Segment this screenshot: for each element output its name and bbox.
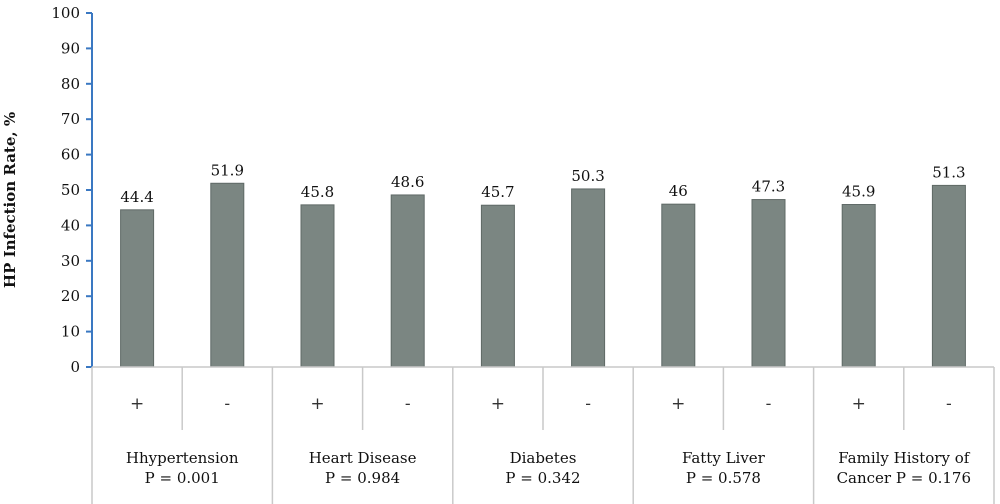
bar xyxy=(751,199,786,368)
bar xyxy=(120,209,155,368)
bar xyxy=(300,204,335,368)
bar xyxy=(841,204,876,368)
y-tick-label: 80 xyxy=(61,75,80,93)
bar xyxy=(480,204,515,368)
x-category-label: + xyxy=(671,394,685,414)
y-tick-label: 0 xyxy=(70,358,80,376)
x-category-label: + xyxy=(852,394,866,414)
bar xyxy=(931,184,966,368)
bar xyxy=(661,203,696,368)
y-tick-label: 70 xyxy=(61,110,80,128)
x-category-label: + xyxy=(491,394,505,414)
y-tick-label: 60 xyxy=(61,146,80,164)
x-category-label: + xyxy=(130,394,144,414)
bar-value-label: 51.9 xyxy=(211,161,244,179)
x-group-label: Heart Disease xyxy=(309,449,417,467)
x-category-label: - xyxy=(766,394,772,414)
y-axis: 0 10 20 30 40 50 60 70 80 90 100 xyxy=(51,4,93,376)
x-category-label: + xyxy=(310,394,324,414)
bar-value-label: 45.9 xyxy=(842,183,875,201)
y-tick-label: 30 xyxy=(61,252,80,270)
y-tick-label: 100 xyxy=(51,4,80,22)
y-tick-label: 40 xyxy=(61,216,80,234)
bar xyxy=(571,188,606,368)
bar-value-label: 50.3 xyxy=(571,167,604,185)
x-group-label: Diabetes xyxy=(510,449,577,467)
bar-value-label: 45.8 xyxy=(301,183,334,201)
x-group-label: Fatty Liver xyxy=(682,449,766,467)
x-group-label: Cancer P = 0.176 xyxy=(837,469,971,487)
x-axis-table: + - + - + - + - + - Hhypertension P = 0.001 Heart Di… xyxy=(91,366,995,504)
bars: 44.4 51.9 45.8 48.6 45.7 50.3 46 47.3 45.9 51.3 xyxy=(120,161,966,368)
x-category-label: - xyxy=(585,394,591,414)
bar-value-label: 44.4 xyxy=(120,188,153,206)
x-group-label: P = 0.342 xyxy=(505,469,580,487)
y-axis-title: HP Infection Rate, % xyxy=(1,112,19,288)
bar-value-label: 45.7 xyxy=(481,183,514,201)
x-category-label: - xyxy=(224,394,230,414)
bar-value-label: 48.6 xyxy=(391,173,424,191)
x-group-label: Family History of xyxy=(838,449,970,467)
bar xyxy=(210,182,245,368)
bar-value-label: 51.3 xyxy=(932,163,965,181)
bar-value-label: 47.3 xyxy=(752,178,785,196)
x-group-label: P = 0.001 xyxy=(145,469,220,487)
x-group-label: Hhypertension xyxy=(126,449,239,467)
y-tick-label: 20 xyxy=(61,287,80,305)
y-tick-label: 10 xyxy=(61,323,80,341)
x-group-label: P = 0.984 xyxy=(325,469,400,487)
x-category-label: - xyxy=(405,394,411,414)
y-tick-label: 90 xyxy=(61,39,80,57)
bar-value-label: 46 xyxy=(669,182,688,200)
y-tick-label: 50 xyxy=(61,181,80,199)
x-group-label: P = 0.578 xyxy=(686,469,761,487)
x-category-label: - xyxy=(946,394,952,414)
bar xyxy=(390,194,425,368)
